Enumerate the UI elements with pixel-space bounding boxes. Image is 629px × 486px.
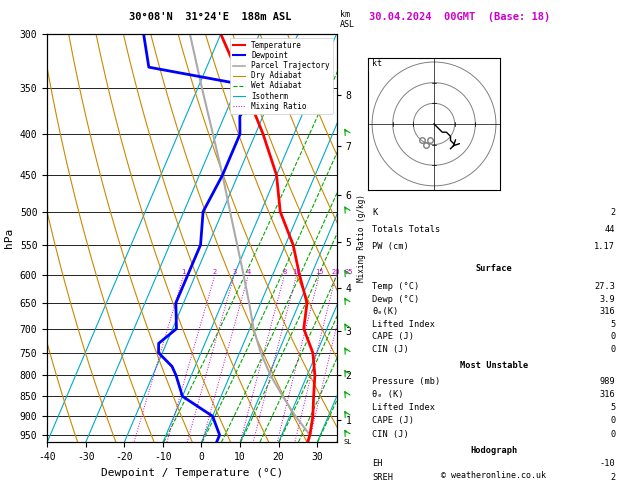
Text: 0: 0 bbox=[610, 332, 615, 342]
Text: Lifted Index: Lifted Index bbox=[372, 320, 435, 329]
Text: 3: 3 bbox=[232, 269, 237, 275]
Text: 316: 316 bbox=[599, 390, 615, 399]
Text: Surface: Surface bbox=[476, 264, 512, 274]
Text: Dewp (°C): Dewp (°C) bbox=[372, 295, 420, 304]
Text: SREH: SREH bbox=[372, 472, 393, 482]
Text: 8: 8 bbox=[282, 269, 287, 275]
Text: Temp (°C): Temp (°C) bbox=[372, 282, 420, 291]
Text: Hodograph: Hodograph bbox=[470, 446, 518, 455]
Text: Totals Totals: Totals Totals bbox=[372, 225, 440, 234]
Text: 27.3: 27.3 bbox=[594, 282, 615, 291]
Text: PW (cm): PW (cm) bbox=[372, 242, 409, 251]
Legend: Temperature, Dewpoint, Parcel Trajectory, Dry Adiabat, Wet Adiabat, Isotherm, Mi: Temperature, Dewpoint, Parcel Trajectory… bbox=[230, 38, 333, 114]
Text: 2: 2 bbox=[610, 472, 615, 482]
X-axis label: Dewpoint / Temperature (°C): Dewpoint / Temperature (°C) bbox=[101, 468, 283, 478]
Text: SL: SL bbox=[343, 439, 352, 445]
Text: 4: 4 bbox=[247, 269, 250, 275]
Text: 25: 25 bbox=[345, 269, 353, 275]
Text: 30°08'N  31°24'E  188m ASL: 30°08'N 31°24'E 188m ASL bbox=[130, 12, 292, 22]
Text: 5: 5 bbox=[610, 320, 615, 329]
Text: km
ASL: km ASL bbox=[340, 10, 355, 29]
Text: 30.04.2024  00GMT  (Base: 18): 30.04.2024 00GMT (Base: 18) bbox=[369, 12, 550, 22]
Text: 3.9: 3.9 bbox=[599, 295, 615, 304]
Text: CIN (J): CIN (J) bbox=[372, 430, 409, 439]
Text: 2: 2 bbox=[213, 269, 217, 275]
Text: θₑ(K): θₑ(K) bbox=[372, 307, 399, 316]
Text: 1: 1 bbox=[182, 269, 186, 275]
Text: -10: -10 bbox=[599, 459, 615, 468]
Text: 10: 10 bbox=[292, 269, 301, 275]
Text: Lifted Index: Lifted Index bbox=[372, 403, 435, 412]
Text: 989: 989 bbox=[599, 377, 615, 386]
Text: Mixing Ratio (g/kg): Mixing Ratio (g/kg) bbox=[357, 194, 366, 282]
Text: EH: EH bbox=[372, 459, 382, 468]
Y-axis label: hPa: hPa bbox=[4, 228, 14, 248]
Text: 5: 5 bbox=[610, 403, 615, 412]
Text: 0: 0 bbox=[610, 345, 615, 354]
Text: CAPE (J): CAPE (J) bbox=[372, 417, 415, 425]
Text: CAPE (J): CAPE (J) bbox=[372, 332, 415, 342]
Text: 15: 15 bbox=[315, 269, 323, 275]
Text: 44: 44 bbox=[605, 225, 615, 234]
Text: CIN (J): CIN (J) bbox=[372, 345, 409, 354]
Text: K: K bbox=[372, 208, 377, 217]
Text: kt: kt bbox=[372, 59, 382, 68]
Text: 2: 2 bbox=[610, 208, 615, 217]
Text: Pressure (mb): Pressure (mb) bbox=[372, 377, 440, 386]
Text: θₑ (K): θₑ (K) bbox=[372, 390, 404, 399]
Text: 0: 0 bbox=[610, 417, 615, 425]
Text: 0: 0 bbox=[610, 430, 615, 439]
Text: © weatheronline.co.uk: © weatheronline.co.uk bbox=[442, 471, 546, 480]
Text: 316: 316 bbox=[599, 307, 615, 316]
Text: 1.17: 1.17 bbox=[594, 242, 615, 251]
Text: 20: 20 bbox=[331, 269, 340, 275]
Text: Most Unstable: Most Unstable bbox=[460, 362, 528, 370]
